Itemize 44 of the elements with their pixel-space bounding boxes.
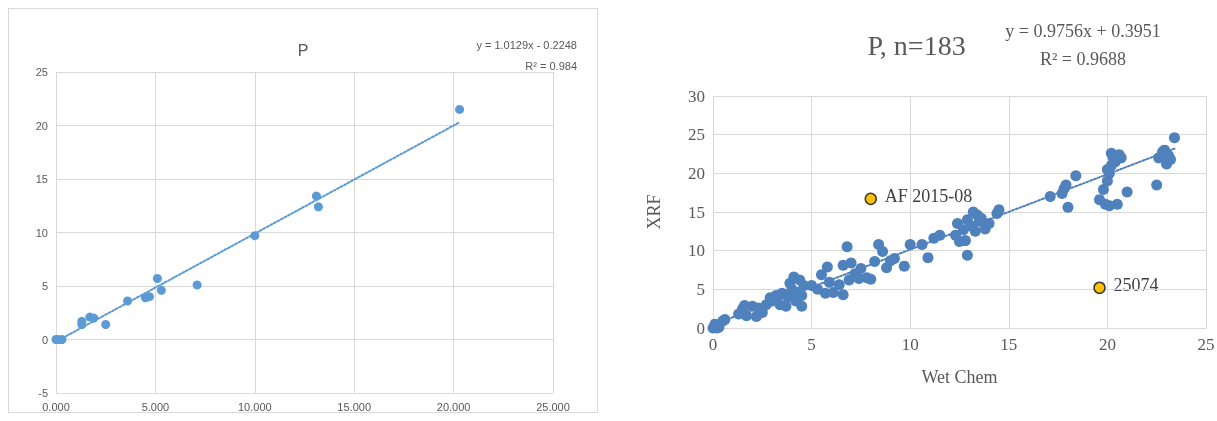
point: [250, 231, 260, 241]
point: [123, 296, 133, 306]
point: [455, 104, 465, 114]
x-tick-label: 15: [1000, 335, 1018, 354]
point: [311, 191, 321, 201]
y-tick-label: 5: [41, 280, 48, 292]
point: [152, 274, 162, 284]
y-tick-label: 10: [688, 241, 705, 261]
point: [101, 320, 111, 330]
y-axis-title: XRF: [644, 194, 664, 230]
x-tick-label: 5: [807, 335, 816, 354]
y-tick-label: 5: [696, 279, 705, 299]
y-tick-label: 20: [35, 119, 48, 132]
x-tick-label: 25.000: [536, 400, 570, 413]
y-tick-label: -5: [38, 387, 48, 399]
x-axis-title: Wet Chem: [921, 367, 998, 387]
text: y = 1.0129x - 0.2248: [476, 38, 577, 51]
x-tick-label: 15.000: [337, 400, 372, 413]
y-tick-label: 15: [35, 173, 48, 185]
x-tick-label: 20.000: [436, 400, 471, 413]
x-tick-label: 0: [708, 335, 718, 354]
chart-title: P: [297, 41, 309, 59]
x-tick-label: 20: [1098, 335, 1116, 354]
x-tick-label: 25: [1197, 335, 1215, 354]
x-tick-label: 5.000: [141, 400, 170, 413]
y-tick-label: 25: [35, 66, 48, 78]
point: [313, 202, 323, 212]
point: [156, 285, 166, 295]
chart-title: P, n=183: [867, 29, 966, 61]
y-tick-label: 20: [688, 163, 705, 183]
annotation: AF 2015-08: [884, 185, 973, 206]
y-tick-label: 15: [688, 202, 705, 222]
x-tick-label: 10.000: [237, 400, 272, 413]
y-tick-label: 25: [688, 125, 705, 145]
x-tick-label: 10: [901, 335, 919, 354]
y-tick-label: 30: [688, 86, 705, 106]
text: R² = 0.9688: [1039, 49, 1127, 69]
x-tick-label: 0.000: [42, 400, 70, 413]
point: [192, 280, 202, 290]
y-tick-label: 10: [35, 226, 48, 239]
point: [89, 313, 99, 323]
text: R² = 0.984: [525, 59, 577, 72]
text: y = 0.9756x + 0.3951: [1005, 21, 1161, 41]
y-tick-label: 0: [696, 318, 705, 338]
